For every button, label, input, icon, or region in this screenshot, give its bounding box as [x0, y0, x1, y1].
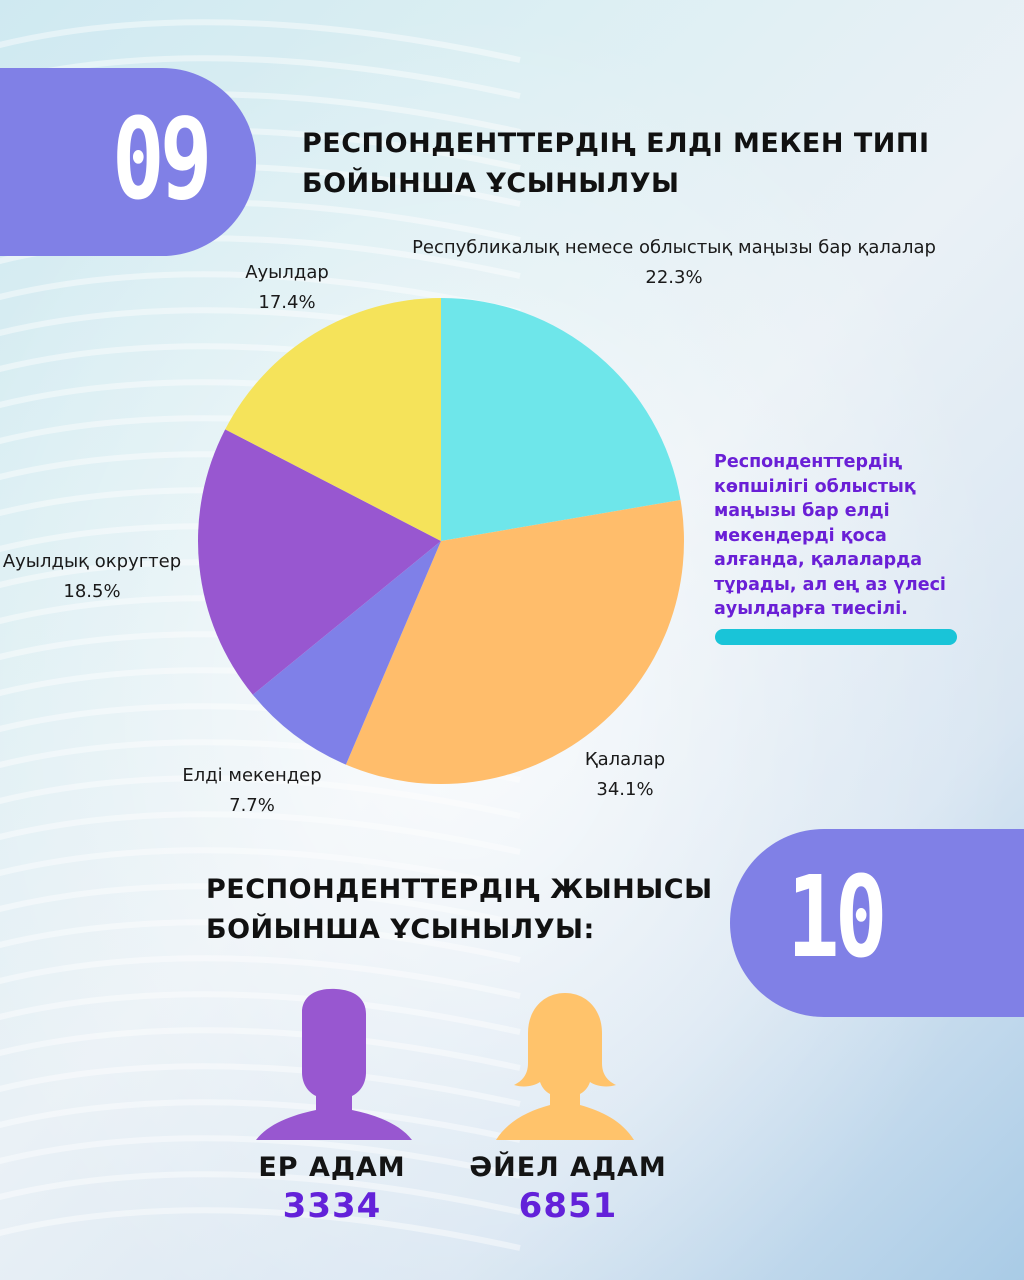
background-arc	[0, 847, 521, 891]
slice-value-villages: 17.4%	[258, 292, 316, 313]
female-count: 6851	[518, 1186, 618, 1226]
background-arc	[0, 1207, 521, 1251]
pie-slice-settlements	[252, 541, 441, 765]
section-10-number: 10	[787, 853, 888, 983]
background-arc	[0, 1171, 521, 1215]
background-arc	[0, 1027, 521, 1071]
slice-label-cities: Қалалар 34.1%	[585, 745, 665, 805]
male-label: ЕР АДАМ	[258, 1152, 406, 1183]
slice-name-cities: Қалалар	[584, 749, 666, 770]
summary-note: Респонденттердің көпшілігі облыстық маңы…	[714, 452, 946, 619]
background-arc	[0, 811, 521, 855]
slice-value-rural-districts: 18.5%	[63, 581, 121, 602]
slice-label-villages: Ауылдар 17.4%	[245, 258, 329, 318]
background-arc	[0, 775, 521, 819]
male-silhouette-icon	[256, 988, 412, 1140]
gender-title: РЕСПОНДЕНТТЕРДІҢ ЖЫНЫСЫ БОЙЫНША ҰСЫНЫЛУЫ…	[206, 874, 713, 945]
slice-label-rural-districts: Ауылдық округтер 18.5%	[3, 547, 181, 607]
background-arc	[0, 271, 521, 315]
background-arc	[0, 1099, 521, 1143]
slice-value-settlements: 7.7%	[229, 795, 275, 816]
section-10-badge	[730, 829, 1024, 1017]
summary-note-underline	[715, 629, 957, 645]
female-silhouette-icon	[496, 993, 634, 1140]
slice-name-villages: Ауылдар	[245, 262, 329, 283]
background-arc	[0, 919, 521, 963]
background-arc	[0, 1063, 521, 1107]
slice-name-republican-cities: Республикалық немесе облыстық маңызы бар…	[412, 237, 936, 258]
background-arc	[0, 883, 521, 927]
pie-slice-rural-districts	[198, 429, 441, 695]
slice-label-republican-cities: Республикалық немесе облыстық маңызы бар…	[412, 233, 936, 293]
slice-label-settlements: Елді мекендер 7.7%	[182, 761, 321, 821]
slice-name-settlements: Елді мекендер	[182, 765, 322, 786]
slice-value-cities: 34.1%	[596, 779, 654, 800]
background-arc	[0, 991, 521, 1035]
female-label: ӘЙЕЛ АДАМ	[469, 1152, 667, 1183]
slice-name-rural-districts: Ауылдық округтер	[2, 551, 182, 572]
section-09-number: 09	[112, 95, 213, 225]
slice-value-republican-cities: 22.3%	[645, 267, 703, 288]
pie-slice-republican-cities	[441, 298, 681, 541]
section-09-badge	[0, 68, 256, 256]
background-arc	[0, 955, 521, 999]
male-count: 3334	[282, 1186, 382, 1226]
settlement-type-title: РЕСПОНДЕНТТЕРДІҢ ЕЛДІ МЕКЕН ТИПІ БОЙЫНША…	[302, 128, 930, 199]
pie-slice-villages	[225, 298, 441, 541]
background-arc	[0, 19, 521, 63]
background-arc	[0, 1135, 521, 1179]
pie-slice-cities	[345, 499, 684, 785]
